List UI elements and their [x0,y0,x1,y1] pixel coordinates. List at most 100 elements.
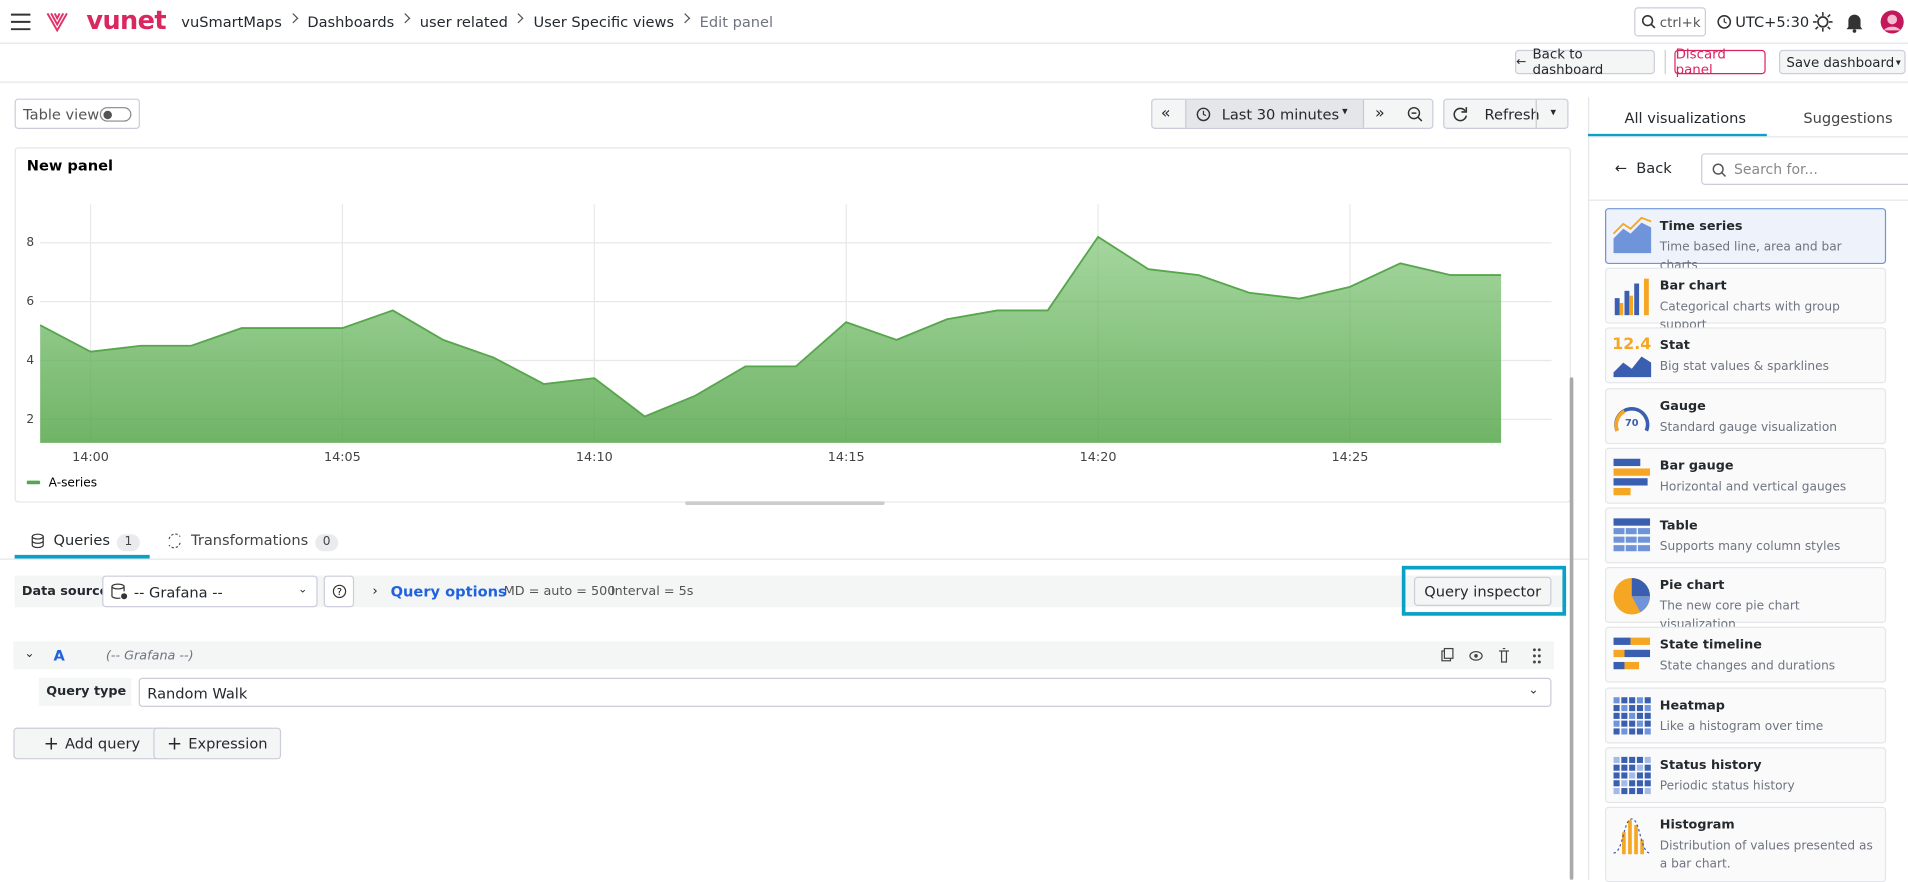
highlight-box [1401,565,1567,616]
tab-all[interactable]: All visualizations [1624,109,1747,127]
y-tick-label: 4 [26,353,34,367]
icon-label: 12.4 [1612,336,1651,353]
x-tick-label: 14:10 [576,450,613,465]
query-header [13,641,1554,670]
viz-name: State timeline [1659,638,1762,653]
viz-icon [1613,578,1651,615]
data-source-select[interactable]: -- Grafana -- ⌄ [102,575,318,608]
back-link[interactable]: ← Back [1614,159,1672,177]
viz-description: Distribution of values presented as a ba… [1659,839,1873,872]
crumb[interactable]: User Specific views [533,13,675,31]
switch [99,107,132,122]
viz-icon [1613,518,1651,552]
viz-item[interactable]: Histogram Distribution of values presente… [1605,806,1887,882]
viz-name: Bar chart [1659,278,1727,294]
search-box[interactable]: ctrl+k [1634,7,1707,37]
viz-description: State changes and durations [1659,660,1836,674]
chart: New panel 2 4 6 8 14:00 14:05 14:10 14:15 14:20 1… [26,158,1552,490]
separator [513,13,525,24]
add-query-button[interactable]: + Add query [13,727,171,760]
tabs-border [0,558,1588,560]
viz-name: Table [1659,518,1698,533]
scrollbar [1569,377,1574,880]
top-bar [0,0,1908,44]
label: Back to dashboard [1532,46,1604,78]
viz-item[interactable]: Bar gauge Horizontal and vertical gauges [1605,447,1887,504]
viz-item[interactable]: State timeline State changes and duration… [1605,627,1887,684]
viz-item[interactable]: Time series Time based line, area and bar… [1605,208,1887,273]
crumb[interactable]: user related [419,13,508,31]
viz-item[interactable]: 70 Gauge Standard gauge visualization [1605,387,1887,444]
viz-description: Like a histogram over time [1659,719,1824,734]
viz-icon [1613,638,1651,670]
time-picker: « Last 30 minutes ▾ » [1151,98,1434,129]
crumb[interactable]: Edit panel [699,13,774,31]
series-line [39,235,1502,418]
tab-count: 0 [315,534,338,552]
avatar[interactable] [1880,10,1904,34]
interval: Interval = 5s [610,584,694,599]
viz-item[interactable]: Bar chart Categorical charts with group s… [1605,267,1887,332]
refresh-button[interactable]: Refresh ▾ [1443,98,1569,129]
tab-count: 1 [117,534,140,552]
help-button[interactable]: ? [323,575,355,608]
crumb[interactable]: vuSmartMaps [181,13,282,31]
brand: vunet [86,6,166,36]
viz-icon [1613,696,1651,734]
x-tick-label: 14:25 [1332,450,1369,465]
theme-icon[interactable] [1812,11,1834,33]
viz-item[interactable]: Status history Periodic status history [1605,746,1887,803]
label: Refresh [1484,105,1540,123]
legend-swatch [26,480,41,485]
save-button[interactable]: Save dashboard ▾ [1779,49,1906,75]
tab-label: Queries [53,531,110,549]
query-actions[interactable] [1440,647,1550,664]
tab-queries[interactable]: Queries 1 [53,531,140,552]
bell-icon[interactable] [1845,11,1864,33]
tab-suggestions[interactable]: Suggestions [1803,109,1893,127]
viz-item[interactable]: Table Supports many column styles [1605,507,1887,564]
x-tick-label: 14:05 [324,450,361,465]
discard-button[interactable]: Discard panel [1674,46,1766,78]
chart-title: New panel [27,158,113,175]
zoom-out[interactable] [1407,106,1424,123]
menu-icon[interactable] [10,12,32,31]
time-range[interactable]: Last 30 minutes ▾ [1185,99,1365,128]
separator [679,13,691,24]
area-fill [40,236,1502,443]
divider [1587,199,1908,201]
collapse[interactable]: ⌄ [24,647,35,661]
shift-back[interactable]: « [1160,104,1171,123]
x-tick-label: 14:15 [828,450,865,465]
label: Discard panel [1675,46,1726,78]
viz-search[interactable]: Search for... [1701,153,1908,185]
splitter[interactable] [685,501,885,505]
crumb[interactable]: Dashboards [307,13,395,31]
viz-item[interactable]: Heatmap Like a histogram over time [1605,687,1887,743]
viz-icon [1612,216,1652,254]
query-inspector-button[interactable]: Query inspector [1413,576,1552,606]
label: Table view [23,105,100,123]
viz-name: Stat [1659,338,1690,354]
viz-name: Bar gauge [1659,458,1734,474]
viz-name: Time series [1659,219,1743,234]
clock-icon [1717,15,1732,29]
x-tick-label: 14:20 [1080,450,1117,465]
label: Last 30 minutes [1221,105,1340,123]
table-view-toggle[interactable]: Table view [14,98,140,129]
tab-transformations[interactable]: Transformations 0 [191,533,338,552]
back-button[interactable]: ← Back to dashboard [1514,46,1655,78]
query-options-toggle[interactable]: Query options [390,582,507,600]
viz-item[interactable]: Pie chart The new core pie chart visualiz… [1605,567,1887,632]
legend-label: A-series [49,476,97,490]
max-data-points: MD = auto = 500 [503,584,616,599]
query-type-select[interactable]: Random Walk ⌄ [138,677,1552,707]
viz-item[interactable]: 12.4 Stat Big stat values & sparklines [1605,327,1887,384]
icon-label: 70 [1625,417,1639,428]
expression-button[interactable]: + Expression [153,727,282,760]
caret: ▾ [1342,105,1348,119]
shift-forward[interactable]: » [1375,104,1385,123]
timezone[interactable]: UTC+5:30 [1735,13,1810,31]
y-tick-label: 8 [26,235,34,249]
